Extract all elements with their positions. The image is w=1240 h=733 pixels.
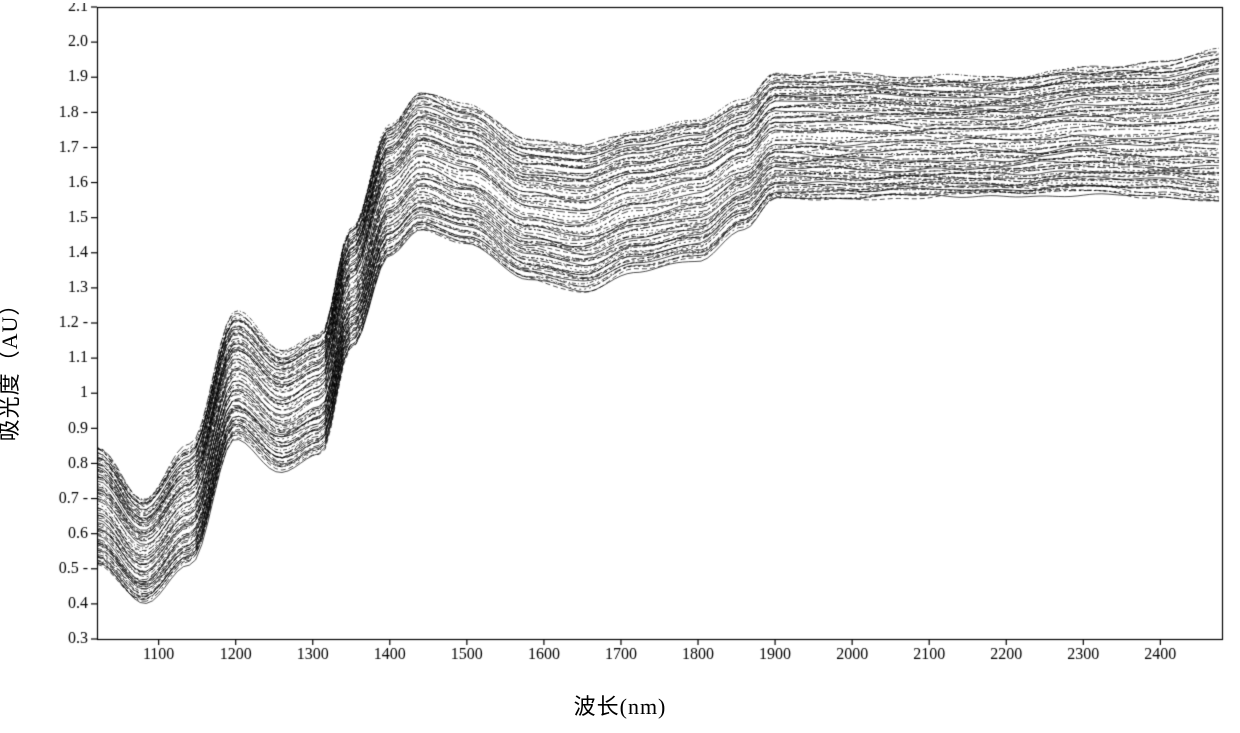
chart-container: 吸光度（AU） 波长(nm) — [0, 0, 1240, 733]
plot-area — [55, 3, 1228, 673]
x-axis-label: 波长(nm) — [574, 689, 667, 721]
spectra-canvas — [55, 3, 1228, 673]
y-axis-label: 吸光度（AU） — [0, 292, 24, 441]
